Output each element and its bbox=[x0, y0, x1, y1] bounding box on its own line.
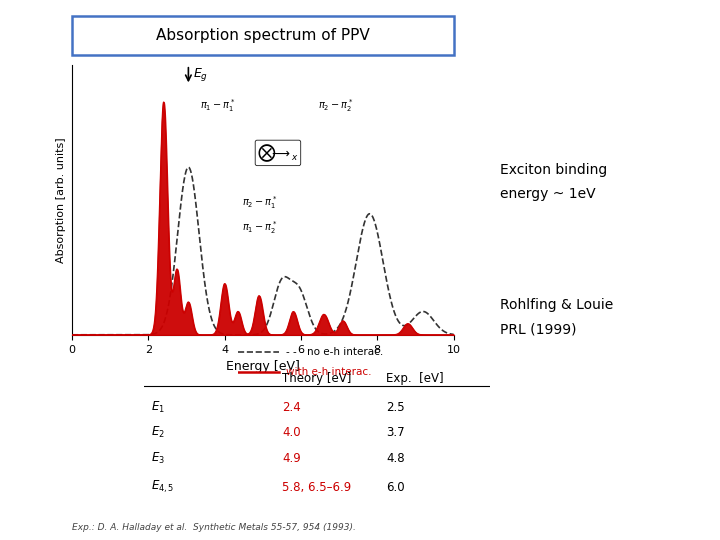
X-axis label: Energy [eV]: Energy [eV] bbox=[226, 360, 300, 373]
Text: - - - no e-h interac.: - - - no e-h interac. bbox=[286, 347, 383, 356]
Text: energy ~ 1eV: energy ~ 1eV bbox=[500, 187, 596, 201]
Text: $E_g$: $E_g$ bbox=[194, 66, 209, 83]
Text: $\pi_2 - \pi_2^*$: $\pi_2 - \pi_2^*$ bbox=[318, 98, 354, 114]
Text: Exp.: D. A. Halladay et al.  Synthetic Metals 55-57, 954 (1993).: Exp.: D. A. Halladay et al. Synthetic Me… bbox=[72, 523, 356, 532]
Text: Exciton binding: Exciton binding bbox=[500, 163, 608, 177]
Text: PRL (1999): PRL (1999) bbox=[500, 322, 577, 336]
Text: $E_1$: $E_1$ bbox=[151, 400, 165, 415]
Text: $\pi_1 - \pi_2^*$: $\pi_1 - \pi_2^*$ bbox=[242, 219, 277, 235]
Text: 4.0: 4.0 bbox=[282, 427, 301, 440]
Text: 5.8, 6.5–6.9: 5.8, 6.5–6.9 bbox=[282, 481, 351, 494]
Text: 4.8: 4.8 bbox=[386, 452, 405, 465]
Text: Rohlfing & Louie: Rohlfing & Louie bbox=[500, 298, 613, 312]
Text: $E_{4,5}$: $E_{4,5}$ bbox=[151, 479, 174, 496]
Text: with e-h interac.: with e-h interac. bbox=[286, 367, 372, 377]
Text: $E_3$: $E_3$ bbox=[151, 451, 165, 466]
Text: 2.4: 2.4 bbox=[282, 401, 301, 414]
Text: $\pi_1 - \pi_1^*$: $\pi_1 - \pi_1^*$ bbox=[200, 98, 235, 114]
Y-axis label: Absorption [arb. units]: Absorption [arb. units] bbox=[56, 137, 66, 262]
Text: 6.0: 6.0 bbox=[386, 481, 405, 494]
Text: 4.9: 4.9 bbox=[282, 452, 301, 465]
Text: Exp.  [eV]: Exp. [eV] bbox=[386, 373, 444, 386]
Text: 2.5: 2.5 bbox=[386, 401, 405, 414]
Text: Absorption spectrum of PPV: Absorption spectrum of PPV bbox=[156, 28, 369, 43]
Text: $E_2$: $E_2$ bbox=[151, 426, 165, 441]
Text: $\bigotimes\!\!\!\longrightarrow_x$: $\bigotimes\!\!\!\longrightarrow_x$ bbox=[257, 142, 299, 164]
Text: 3.7: 3.7 bbox=[386, 427, 405, 440]
Text: Theory [eV]: Theory [eV] bbox=[282, 373, 351, 386]
Text: $\pi_2 - \pi_1^*$: $\pi_2 - \pi_1^*$ bbox=[242, 194, 277, 211]
